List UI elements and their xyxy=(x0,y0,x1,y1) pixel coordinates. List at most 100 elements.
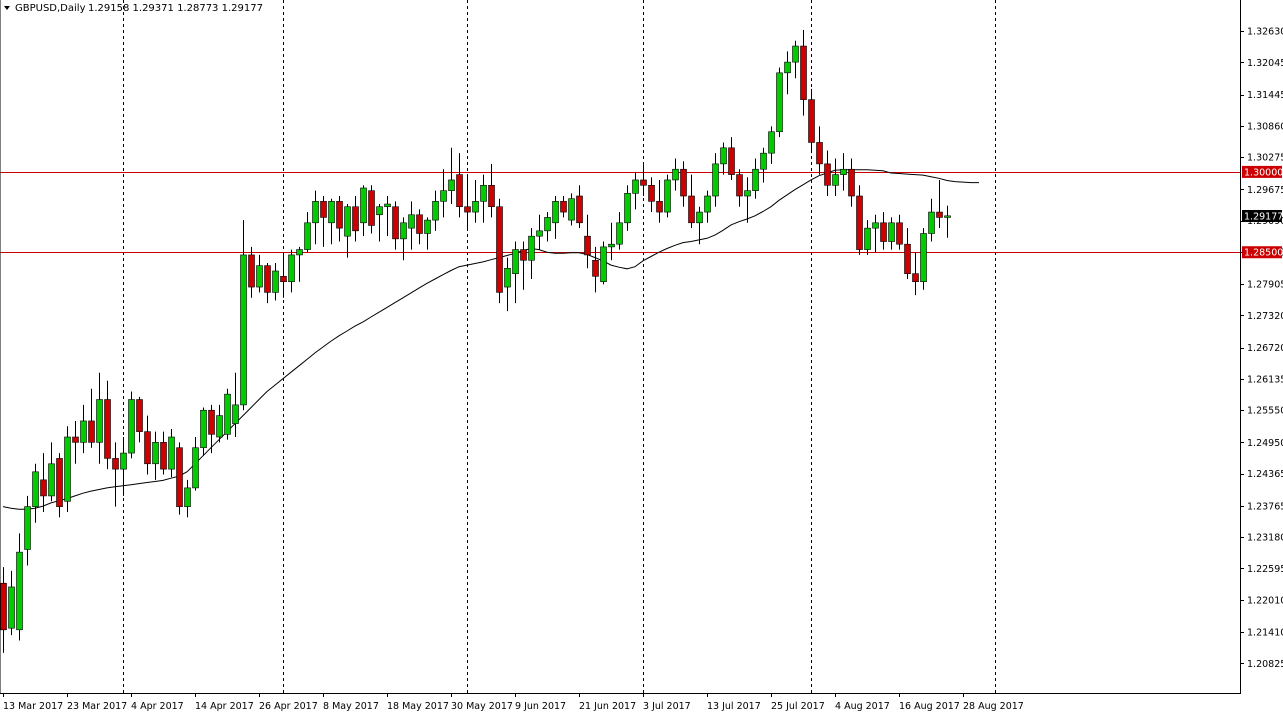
candle[interactable] xyxy=(232,372,239,438)
candle[interactable] xyxy=(824,150,831,197)
candle[interactable] xyxy=(632,171,639,210)
candle[interactable] xyxy=(384,196,391,237)
candle[interactable] xyxy=(424,217,431,250)
candle[interactable] xyxy=(568,193,575,226)
candle[interactable] xyxy=(128,391,135,459)
candle[interactable] xyxy=(440,169,447,218)
candle[interactable] xyxy=(320,196,327,247)
candle[interactable] xyxy=(656,179,663,223)
candle[interactable] xyxy=(392,201,399,250)
candle[interactable] xyxy=(600,241,607,285)
candle[interactable] xyxy=(280,252,287,298)
candle[interactable] xyxy=(544,212,551,242)
candle[interactable] xyxy=(640,163,647,197)
candle[interactable] xyxy=(736,169,743,207)
candle[interactable] xyxy=(784,51,791,95)
candle[interactable] xyxy=(64,426,71,512)
candle[interactable] xyxy=(528,228,535,280)
candle[interactable] xyxy=(552,196,559,239)
candle[interactable] xyxy=(616,212,623,250)
candle[interactable] xyxy=(400,217,407,261)
candle[interactable] xyxy=(96,372,103,464)
candle[interactable] xyxy=(608,222,615,261)
candle[interactable] xyxy=(16,533,23,641)
candle[interactable] xyxy=(368,185,375,234)
candle[interactable] xyxy=(936,179,943,229)
candle[interactable] xyxy=(592,246,599,293)
candle[interactable] xyxy=(176,442,183,515)
candle[interactable] xyxy=(448,147,455,205)
candle[interactable] xyxy=(216,404,223,443)
candle[interactable] xyxy=(472,179,479,223)
candle[interactable] xyxy=(760,147,767,183)
candle[interactable] xyxy=(344,204,351,258)
candle[interactable] xyxy=(312,190,319,245)
triangle-down-icon[interactable] xyxy=(4,6,10,10)
candle[interactable] xyxy=(704,190,711,223)
candle[interactable] xyxy=(896,214,903,250)
candle[interactable] xyxy=(416,209,423,245)
candle[interactable] xyxy=(712,153,719,207)
candle[interactable] xyxy=(288,249,295,293)
candle[interactable] xyxy=(144,415,151,475)
candle[interactable] xyxy=(136,396,143,443)
candle[interactable] xyxy=(72,420,79,464)
candle[interactable] xyxy=(32,463,39,523)
candle[interactable] xyxy=(624,185,631,231)
candle[interactable] xyxy=(808,88,815,154)
candle[interactable] xyxy=(816,126,823,175)
candle[interactable] xyxy=(680,161,687,207)
candle[interactable] xyxy=(104,380,111,470)
candle[interactable] xyxy=(80,404,87,454)
candle[interactable] xyxy=(720,142,727,175)
candle[interactable] xyxy=(328,198,335,245)
candle[interactable] xyxy=(224,388,231,440)
candle[interactable] xyxy=(928,198,935,242)
candle[interactable] xyxy=(512,241,519,304)
candle[interactable] xyxy=(200,407,207,456)
candle[interactable] xyxy=(776,67,783,138)
candle[interactable] xyxy=(832,158,839,197)
candle[interactable] xyxy=(272,262,279,301)
candle[interactable] xyxy=(520,241,527,290)
candle[interactable] xyxy=(360,185,367,237)
candle[interactable] xyxy=(800,29,807,116)
candle[interactable] xyxy=(744,177,751,223)
candle[interactable] xyxy=(296,246,303,282)
candle[interactable] xyxy=(648,177,655,213)
candle[interactable] xyxy=(912,252,919,296)
candle[interactable] xyxy=(672,158,679,191)
candle[interactable] xyxy=(792,40,799,79)
candle[interactable] xyxy=(208,404,215,454)
candle[interactable] xyxy=(880,212,887,250)
candle[interactable] xyxy=(848,158,855,207)
candle[interactable] xyxy=(872,214,879,253)
candle[interactable] xyxy=(264,262,271,304)
candle[interactable] xyxy=(856,185,863,255)
candle[interactable] xyxy=(352,196,359,242)
candle[interactable] xyxy=(752,158,759,199)
candle[interactable] xyxy=(920,228,927,290)
candle[interactable] xyxy=(48,442,55,502)
candle[interactable] xyxy=(456,153,463,218)
candle[interactable] xyxy=(408,201,415,250)
candle[interactable] xyxy=(192,437,199,491)
candle[interactable] xyxy=(944,205,951,238)
candle[interactable] xyxy=(8,570,15,636)
candle[interactable] xyxy=(576,185,583,229)
candle[interactable] xyxy=(480,174,487,223)
candle[interactable] xyxy=(248,246,255,298)
candle[interactable] xyxy=(160,431,167,475)
candle[interactable] xyxy=(336,196,343,242)
candle[interactable] xyxy=(840,153,847,191)
candle[interactable] xyxy=(376,204,383,242)
candle[interactable] xyxy=(664,174,671,218)
candle[interactable] xyxy=(584,214,591,269)
candle[interactable] xyxy=(688,174,695,229)
candle[interactable] xyxy=(304,212,311,253)
candle[interactable] xyxy=(728,137,735,180)
candle[interactable] xyxy=(152,431,159,480)
candle[interactable] xyxy=(256,254,263,293)
candle[interactable] xyxy=(240,220,247,411)
candle[interactable] xyxy=(536,214,543,250)
